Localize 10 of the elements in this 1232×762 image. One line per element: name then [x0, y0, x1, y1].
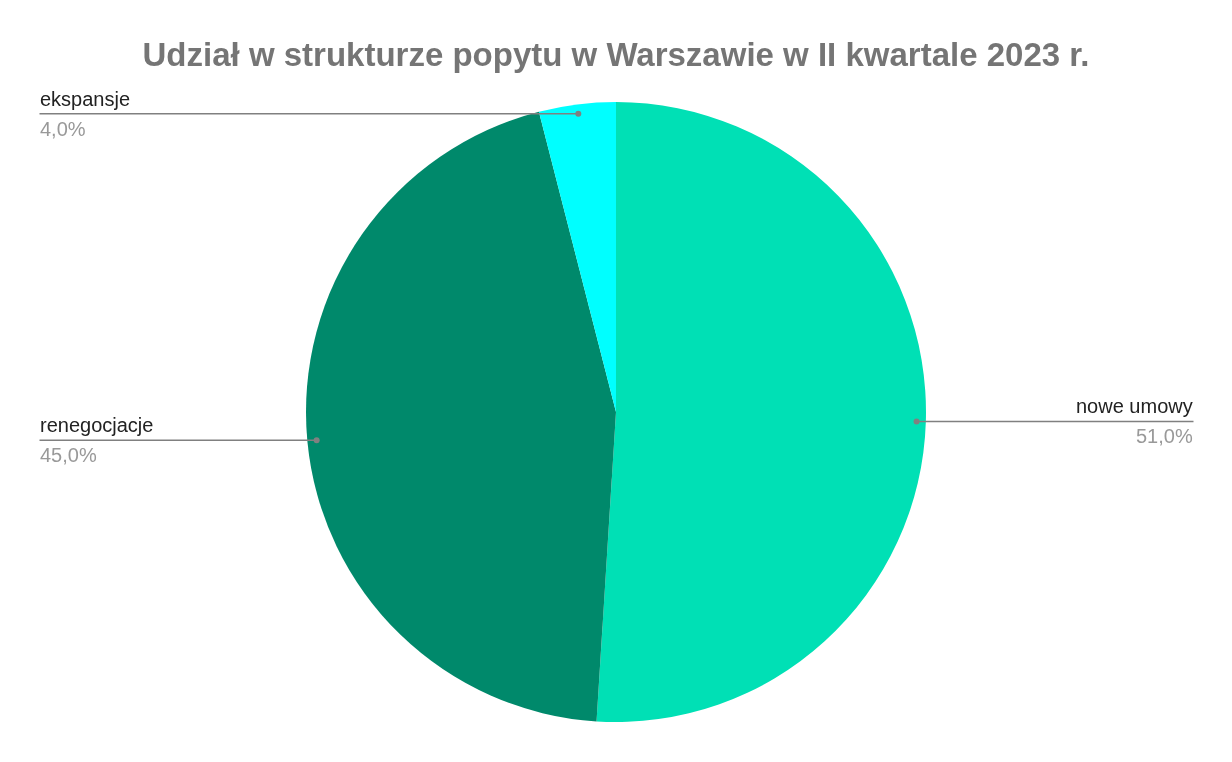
pie-slice	[596, 102, 926, 722]
pie-slice	[538, 102, 616, 412]
slice-label: renegocjacje	[40, 414, 154, 436]
chart-title: Udział w strukturze popytu w Warszawie w II kwartale 2023 r.	[142, 35, 1090, 73]
slice-label: ekspansje	[40, 88, 131, 110]
pie-slice	[306, 111, 616, 722]
slice-label: nowe umowy	[1076, 395, 1193, 417]
data-label: 4,0%	[40, 118, 86, 140]
data-label: 51,0%	[1136, 425, 1193, 447]
data-label: 45,0%	[40, 444, 97, 466]
